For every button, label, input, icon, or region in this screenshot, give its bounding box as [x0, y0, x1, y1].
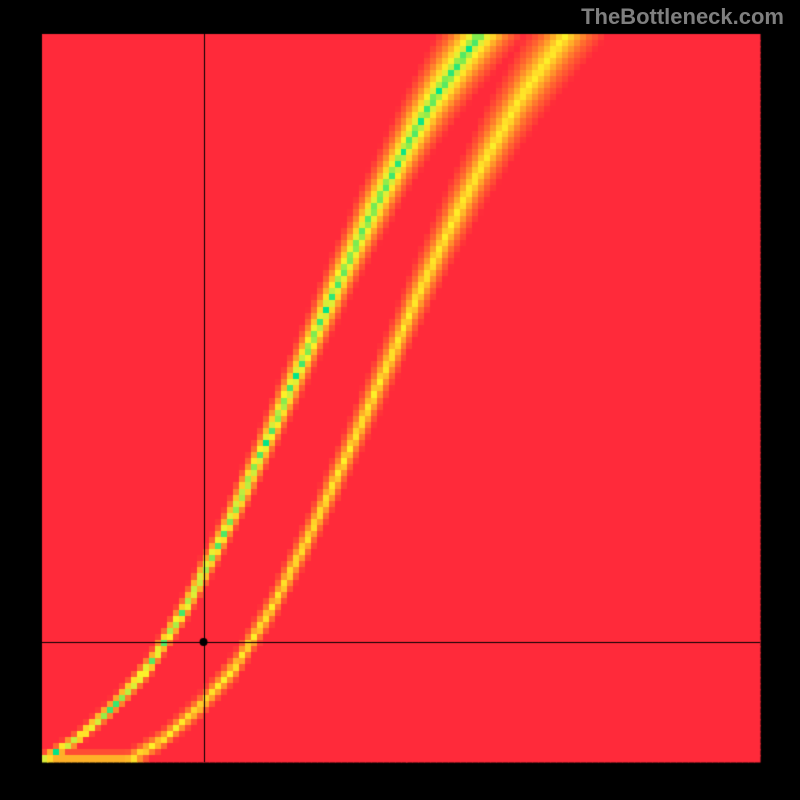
heatmap-canvas	[0, 0, 800, 800]
chart-container: TheBottleneck.com	[0, 0, 800, 800]
watermark-text: TheBottleneck.com	[581, 4, 784, 30]
